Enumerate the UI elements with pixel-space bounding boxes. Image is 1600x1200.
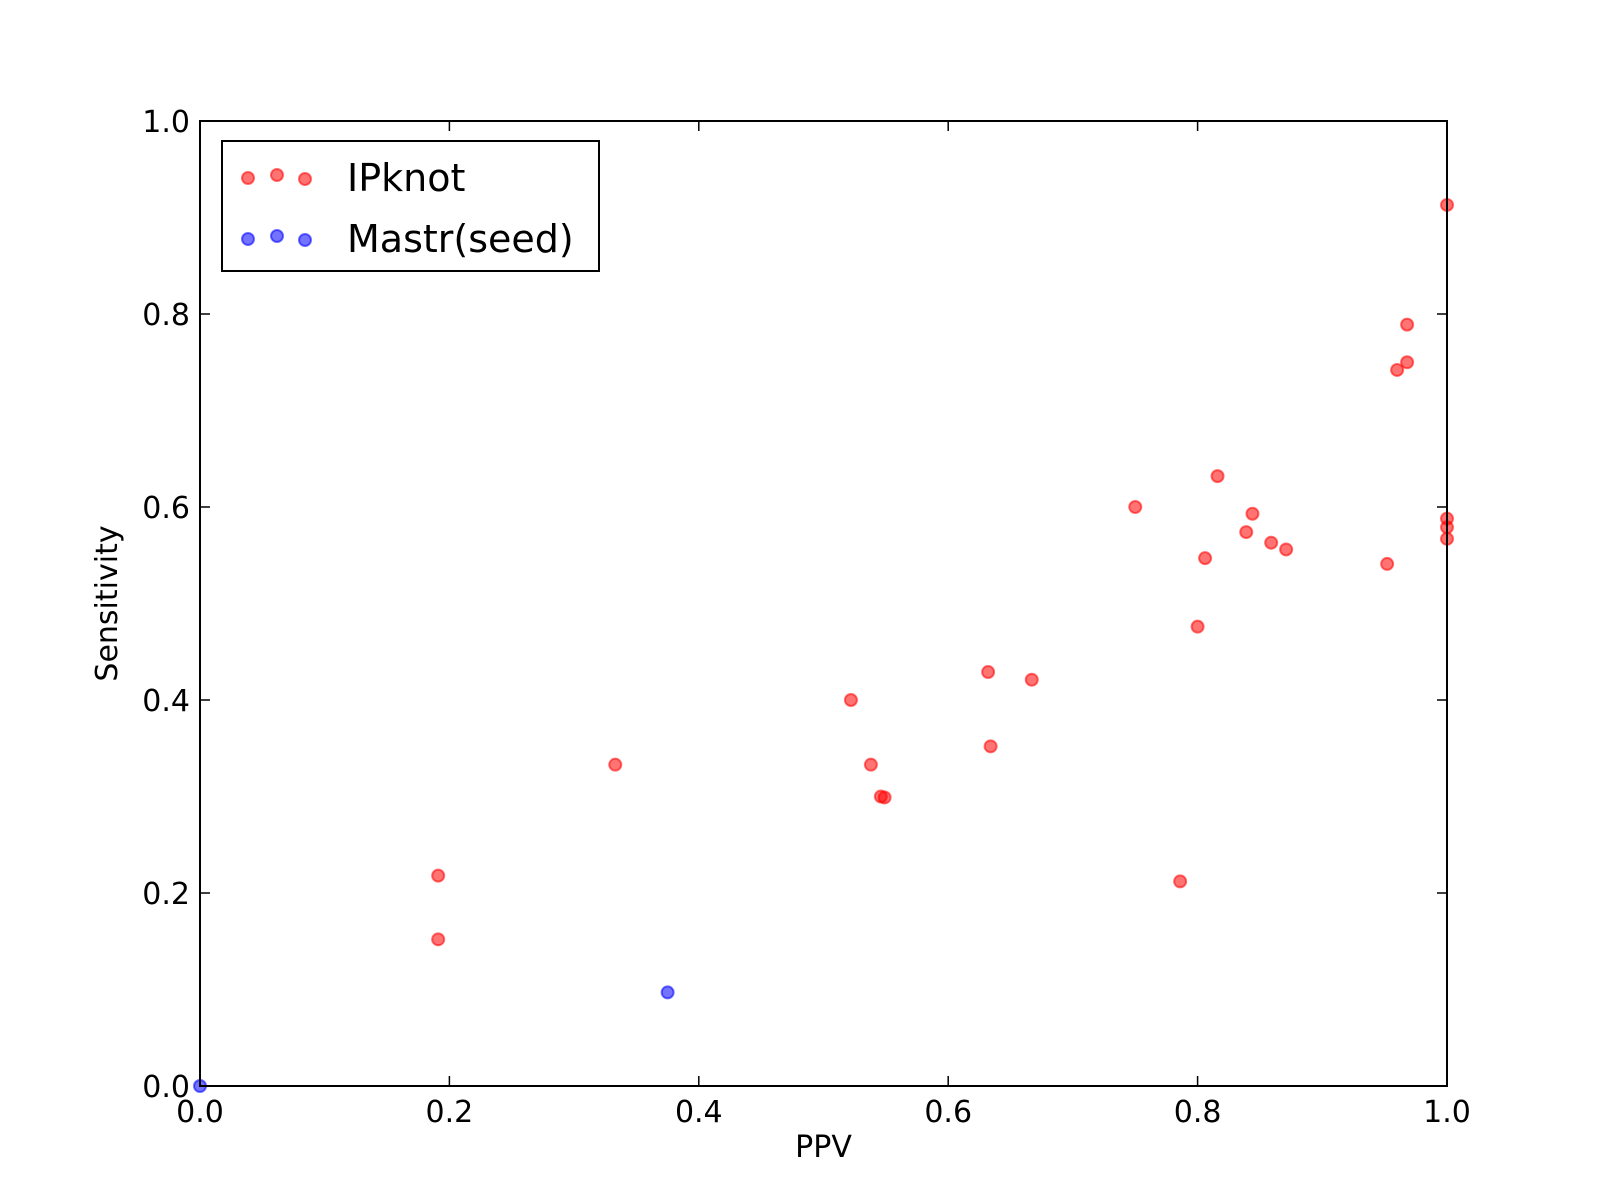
x-tick-label: 0.0 bbox=[176, 1095, 224, 1130]
y-tick-label: 0.8 bbox=[142, 298, 190, 333]
data-point bbox=[983, 739, 998, 754]
data-point bbox=[1380, 556, 1395, 571]
data-point bbox=[843, 693, 858, 707]
data-point bbox=[1245, 506, 1260, 521]
legend-label: IPknot bbox=[347, 156, 465, 200]
data-point bbox=[1400, 317, 1415, 332]
data-point bbox=[1128, 500, 1143, 514]
data-point bbox=[1390, 362, 1405, 377]
data-point bbox=[1264, 535, 1279, 550]
x-tick-label: 0.6 bbox=[924, 1095, 972, 1130]
legend-label: Mastr(seed) bbox=[347, 217, 574, 261]
data-point bbox=[877, 790, 892, 805]
y-axis-label: Sensitivity bbox=[90, 525, 125, 681]
y-tick-label: 0.6 bbox=[142, 491, 190, 526]
data-point bbox=[1190, 619, 1205, 634]
y-axis-ticks: 0.0 0.2 0.4 0.6 0.8 1.0 bbox=[142, 105, 1447, 1105]
legend-marker bbox=[298, 172, 312, 186]
legend: IPknot Mastr(seed) bbox=[221, 140, 600, 272]
data-point bbox=[1279, 542, 1294, 557]
plot-frame bbox=[199, 120, 1448, 1087]
data-point bbox=[863, 757, 878, 772]
x-axis-ticks: 0.0 0.2 0.4 0.6 0.8 1.0 bbox=[176, 121, 1471, 1130]
y-tick-label: 0.0 bbox=[142, 1070, 190, 1105]
x-tick-label: 0.8 bbox=[1174, 1095, 1222, 1130]
data-point bbox=[1198, 551, 1213, 566]
data-point bbox=[608, 757, 623, 772]
x-tick-label: 0.4 bbox=[675, 1095, 723, 1130]
data-point bbox=[431, 932, 446, 947]
legend-marker bbox=[298, 233, 312, 247]
legend-marker bbox=[241, 232, 255, 246]
data-point bbox=[660, 985, 675, 1000]
x-tick-label: 0.2 bbox=[426, 1095, 474, 1130]
data-point bbox=[981, 665, 996, 680]
y-tick-label: 1.0 bbox=[142, 105, 190, 140]
x-axis-label: PPV bbox=[795, 1130, 852, 1165]
data-point bbox=[1239, 525, 1254, 540]
data-point bbox=[1210, 469, 1225, 484]
data-point bbox=[1400, 355, 1415, 370]
data-point bbox=[1173, 874, 1188, 889]
legend-box bbox=[221, 140, 600, 272]
legend-marker bbox=[241, 171, 255, 185]
data-points bbox=[193, 197, 1454, 1093]
y-tick-label: 0.4 bbox=[142, 684, 190, 719]
x-tick-label: 1.0 bbox=[1423, 1095, 1471, 1130]
y-tick-label: 0.2 bbox=[142, 877, 190, 912]
legend-marker bbox=[270, 229, 284, 243]
data-point bbox=[1024, 672, 1039, 687]
legend-marker bbox=[270, 168, 284, 182]
data-point bbox=[431, 868, 446, 883]
